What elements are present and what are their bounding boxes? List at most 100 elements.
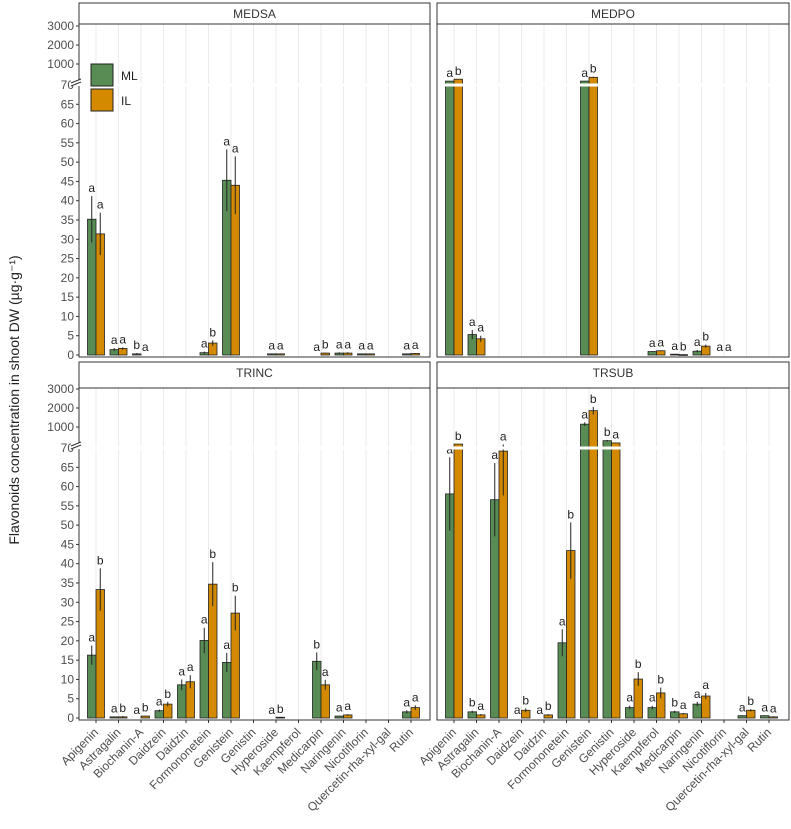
significance-letter: b	[209, 547, 216, 561]
significance-letter: a	[649, 691, 656, 705]
y-tick-label: 10	[61, 672, 75, 686]
axis-break-gap	[437, 83, 789, 87]
y-tick-label: 15	[61, 290, 75, 304]
y-tick-label: 20	[61, 634, 75, 648]
significance-letter: a	[680, 698, 687, 712]
y-tick-label: 70	[61, 441, 75, 455]
y-tick-label: 15	[61, 653, 75, 667]
significance-letter: b	[522, 693, 529, 707]
bar-il	[701, 695, 711, 719]
significance-letter: a	[446, 66, 453, 80]
significance-letter: b	[455, 64, 462, 78]
significance-letter: a	[500, 429, 507, 443]
y-tick-label: 45	[61, 174, 75, 188]
axis-break-gap	[79, 446, 430, 450]
significance-letter: a	[201, 337, 208, 351]
significance-letter: b	[604, 425, 611, 439]
significance-letter: a	[491, 448, 498, 462]
significance-letter: b	[277, 702, 284, 716]
y-tick-label: 3000	[47, 19, 74, 33]
significance-letter: a	[412, 338, 419, 352]
axis-break-gap	[79, 83, 430, 87]
significance-letter: b	[469, 696, 476, 710]
significance-letter: a	[88, 630, 95, 644]
y-tick-label: 2000	[47, 401, 74, 415]
significance-letter: a	[581, 66, 588, 80]
legend: ML IL	[90, 63, 138, 112]
significance-letter: a	[111, 333, 118, 347]
panel-border	[436, 387, 790, 721]
y-tick-label: 70	[61, 78, 75, 92]
significance-letter: b	[680, 339, 687, 353]
bar-ml	[580, 80, 590, 356]
axis-break-mark	[70, 81, 82, 87]
significance-letter: a	[412, 690, 419, 704]
significance-letter: a	[313, 340, 320, 354]
axis-break-gap	[437, 446, 789, 450]
facet-title: MEDSA	[233, 7, 276, 21]
significance-letter: b	[590, 62, 597, 76]
bar-il	[656, 350, 666, 356]
significance-letter: a	[358, 338, 365, 352]
legend-swatch-il	[90, 88, 114, 112]
significance-letter: a	[694, 335, 701, 349]
significance-letter: a	[232, 141, 239, 155]
significance-letter: a	[581, 407, 588, 421]
y-tick-label: 55	[61, 499, 75, 513]
panel-border	[78, 387, 431, 721]
axis-break-mask	[71, 80, 81, 86]
y-tick-label: 45	[61, 537, 75, 551]
significance-letter: a	[716, 340, 723, 354]
significance-letter: a	[88, 181, 95, 195]
significance-letter: a	[268, 703, 275, 717]
y-tick-label: 25	[61, 252, 75, 266]
significance-letter: a	[514, 703, 521, 717]
significance-letter: a	[649, 336, 656, 350]
panel-border	[436, 23, 790, 358]
bar-il	[588, 76, 598, 356]
significance-letter: b	[545, 699, 552, 713]
significance-letter: a	[344, 337, 351, 351]
panel-border	[78, 23, 431, 358]
y-tick-label: 65	[61, 460, 75, 474]
y-tick-label: 35	[61, 213, 75, 227]
significance-letter: a	[97, 198, 104, 212]
significance-letter: a	[761, 700, 768, 714]
significance-letter: a	[477, 321, 484, 335]
significance-letter: a	[178, 664, 185, 678]
facet-title: TRSUB	[593, 366, 634, 380]
significance-letter: a	[403, 695, 410, 709]
bar-il	[588, 410, 598, 719]
significance-letter: a	[277, 338, 284, 352]
y-tick-label: 0	[67, 348, 74, 362]
y-tick-label: 30	[61, 232, 75, 246]
significance-letter: a	[536, 703, 543, 717]
significance-letter: b	[209, 325, 216, 339]
y-tick-label: 60	[61, 480, 75, 494]
significance-letter: a	[559, 614, 566, 628]
significance-letter: a	[142, 340, 149, 354]
axis-break-mask	[71, 443, 81, 449]
significance-letter: a	[322, 665, 329, 679]
legend-label: IL	[121, 94, 131, 108]
y-tick-label: 50	[61, 518, 75, 532]
y-tick-label: 3000	[47, 382, 74, 396]
significance-letter: a	[694, 687, 701, 701]
y-tick-label: 40	[61, 557, 75, 571]
plot-background	[79, 24, 430, 357]
significance-letter: a	[725, 340, 732, 354]
significance-letter: b	[455, 429, 462, 443]
significance-letter: b	[164, 687, 171, 701]
significance-letter: b	[119, 701, 126, 715]
significance-letter: b	[590, 392, 597, 406]
significance-letter: a	[268, 338, 275, 352]
significance-letter: b	[133, 338, 140, 352]
facet-title: TRINC	[236, 366, 273, 380]
plot-background	[437, 24, 789, 357]
y-tick-label: 30	[61, 595, 75, 609]
significance-letter: b	[671, 696, 678, 710]
significance-letter: b	[567, 507, 574, 521]
